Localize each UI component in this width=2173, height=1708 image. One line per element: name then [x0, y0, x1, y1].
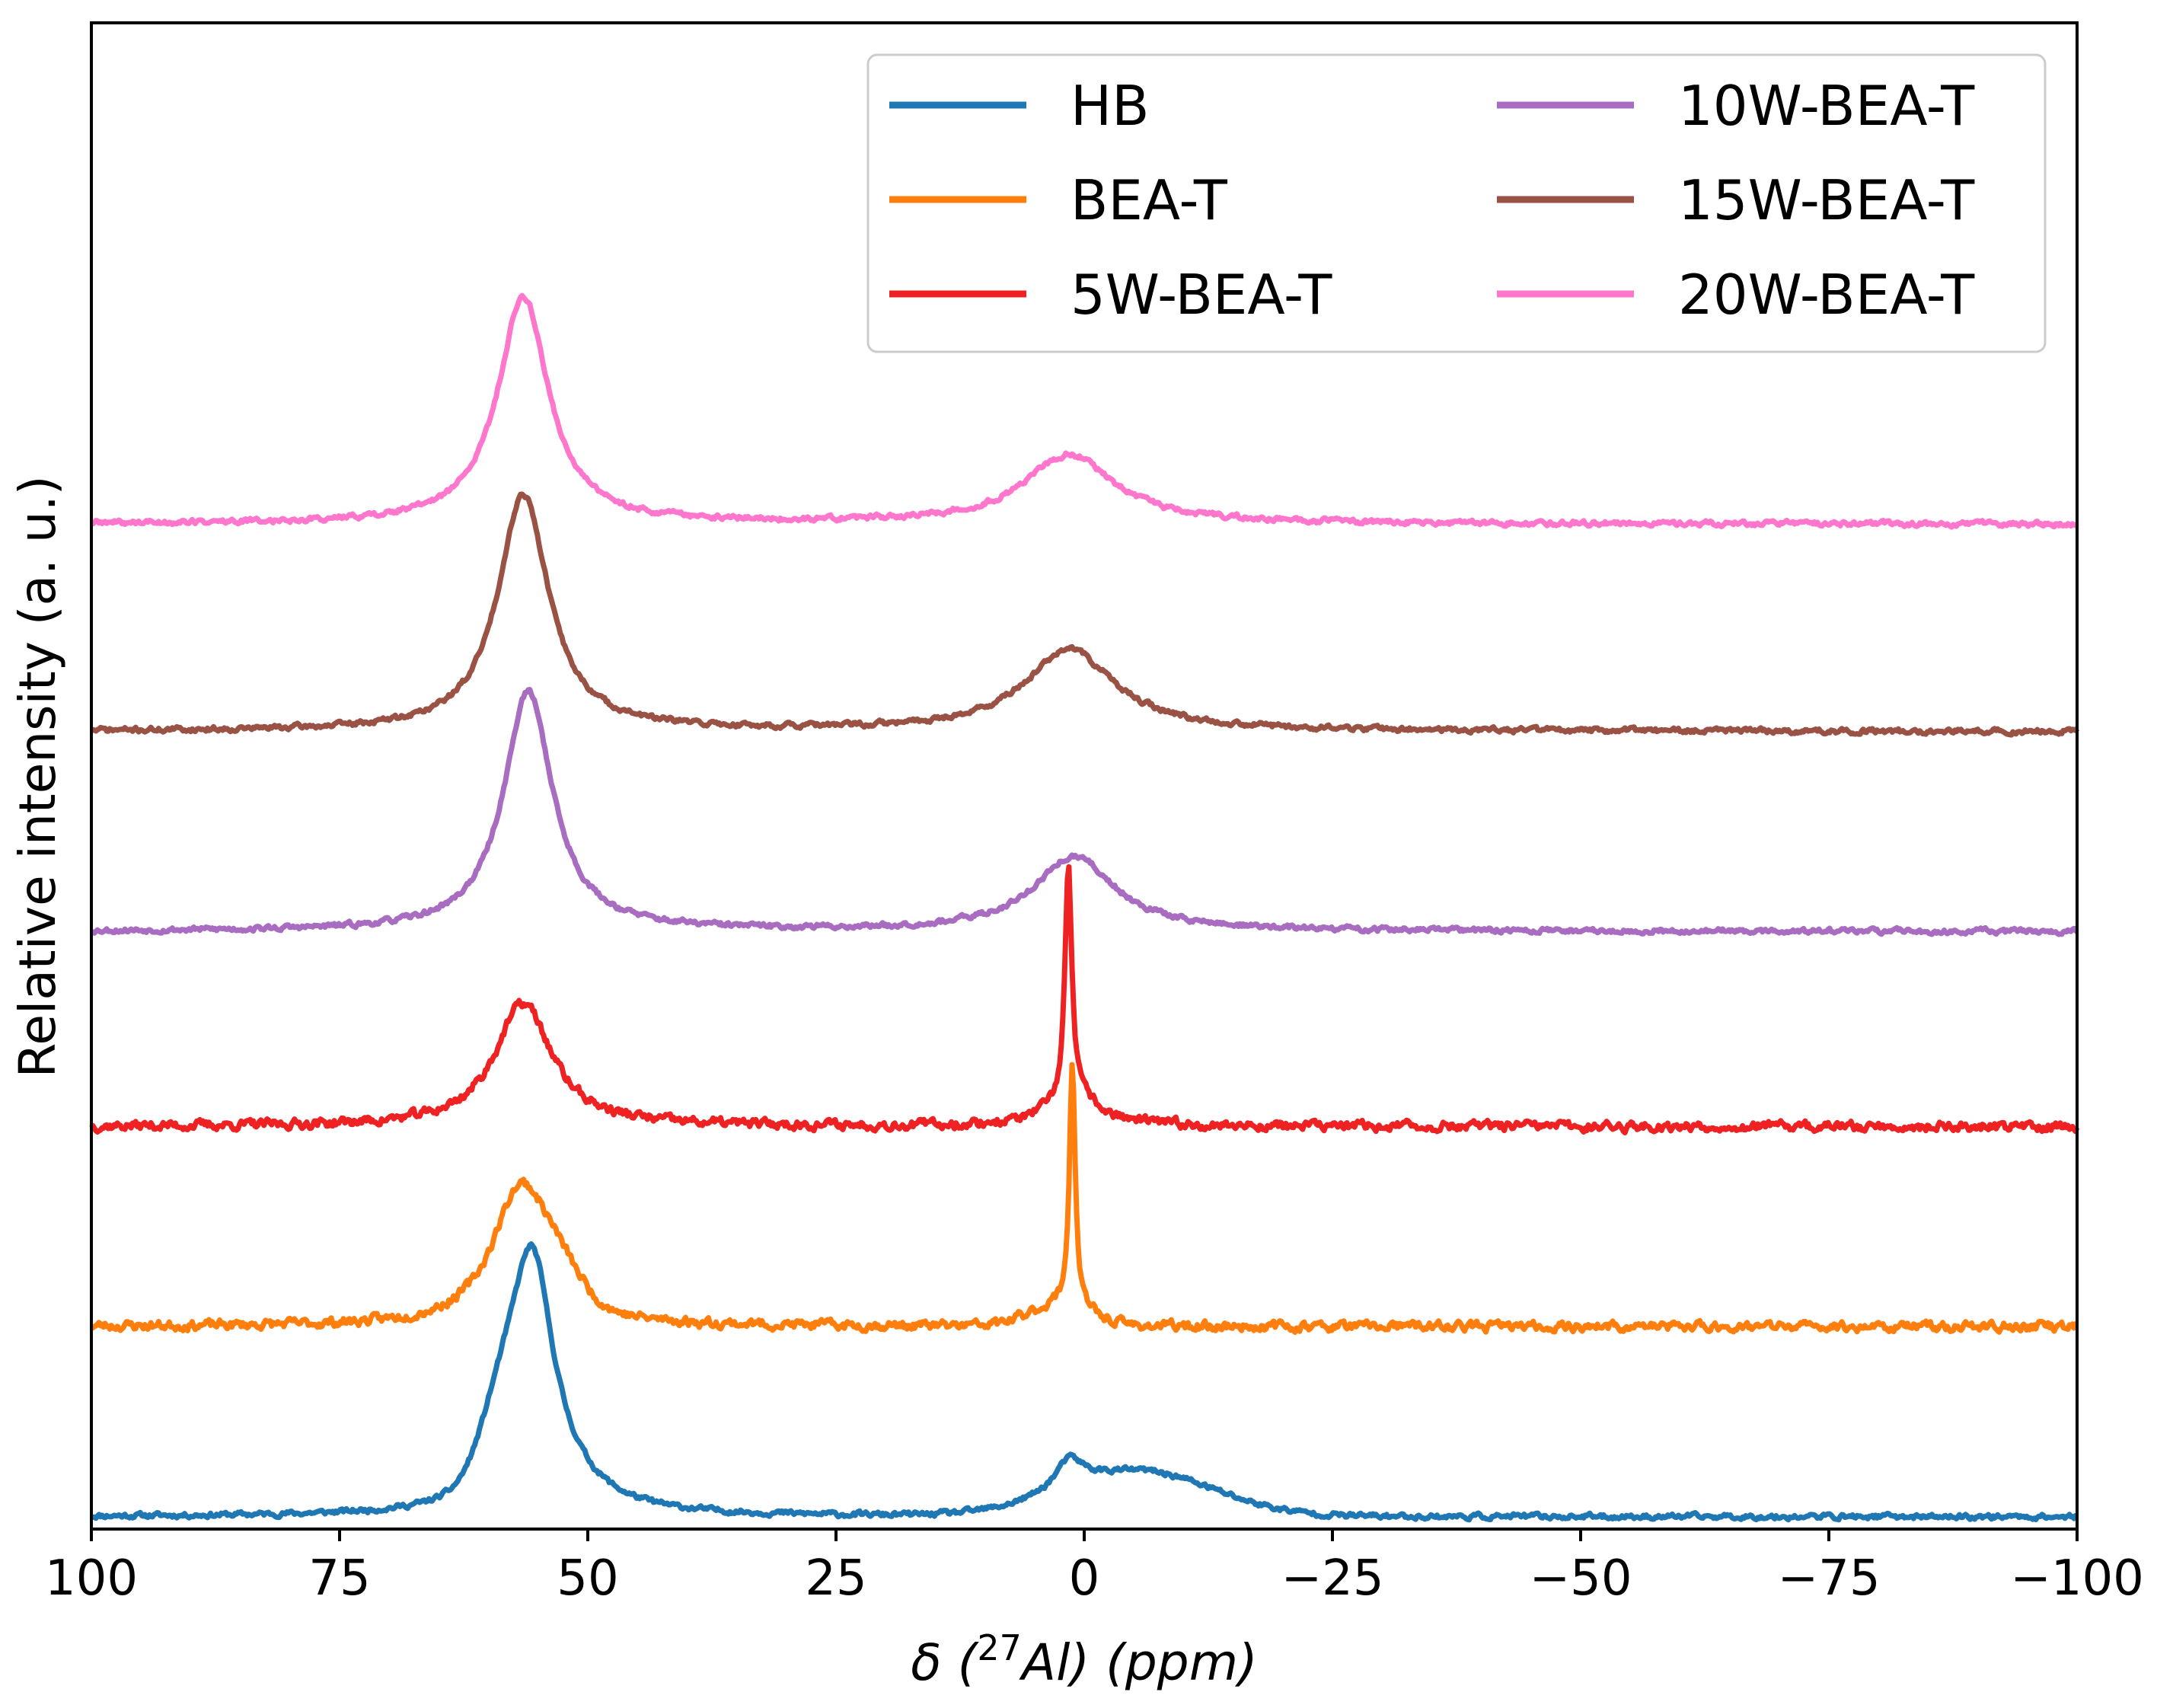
series-line-15w-bea-t [89, 491, 2080, 738]
legend-label-bea-t: BEA-T [1071, 168, 1228, 232]
legend: HB BEA-T 5W-BEA-T 10W-BEA-T 15W-BEA-T 20W-BEA… [866, 53, 2047, 353]
legend-label-hb: HB [1071, 74, 1150, 138]
x-tick-label: 100 [45, 1550, 138, 1607]
y-axis-label: Relative intensity (a. u.) [8, 476, 67, 1078]
legend-label-15w-bea-t: 15W-BEA-T [1678, 168, 1975, 232]
legend-label-5w-bea-t: 5W-BEA-T [1071, 263, 1332, 327]
x-label-superscript: 27 [977, 1627, 1022, 1668]
legend-label-10w-bea-t: 10W-BEA-T [1678, 74, 1975, 138]
x-label-element: Al [1019, 1633, 1071, 1692]
x-axis-ticks: 100 75 50 25 0 −25 −50 −75 −100 [45, 1529, 2144, 1607]
x-tick-label: 0 [1069, 1550, 1100, 1607]
x-tick-label: 50 [557, 1550, 618, 1607]
x-label-suffix: ) (ppm) [1066, 1633, 1257, 1692]
x-tick-label: −25 [1281, 1550, 1383, 1607]
series-line-5w-bea-t [89, 864, 2080, 1135]
x-tick-label: 25 [805, 1550, 866, 1607]
series-line-20w-bea-t [90, 292, 2079, 530]
x-tick-label: −75 [1777, 1550, 1880, 1607]
series-group [89, 292, 2080, 1523]
series-line-hb [90, 1241, 2079, 1523]
x-axis-label: δ (27Al) (ppm) [911, 1627, 1257, 1692]
legend-frame [866, 53, 2047, 353]
x-tick-label: −100 [2010, 1550, 2144, 1607]
x-tick-label: 75 [308, 1550, 370, 1607]
legend-label-20w-bea-t: 20W-BEA-T [1678, 263, 1975, 327]
series-line-10w-bea-t [89, 687, 2079, 937]
x-tick-label: −50 [1529, 1550, 1632, 1607]
x-label-delta: δ ( [911, 1633, 979, 1692]
series-line-bea-t [90, 1062, 2079, 1335]
